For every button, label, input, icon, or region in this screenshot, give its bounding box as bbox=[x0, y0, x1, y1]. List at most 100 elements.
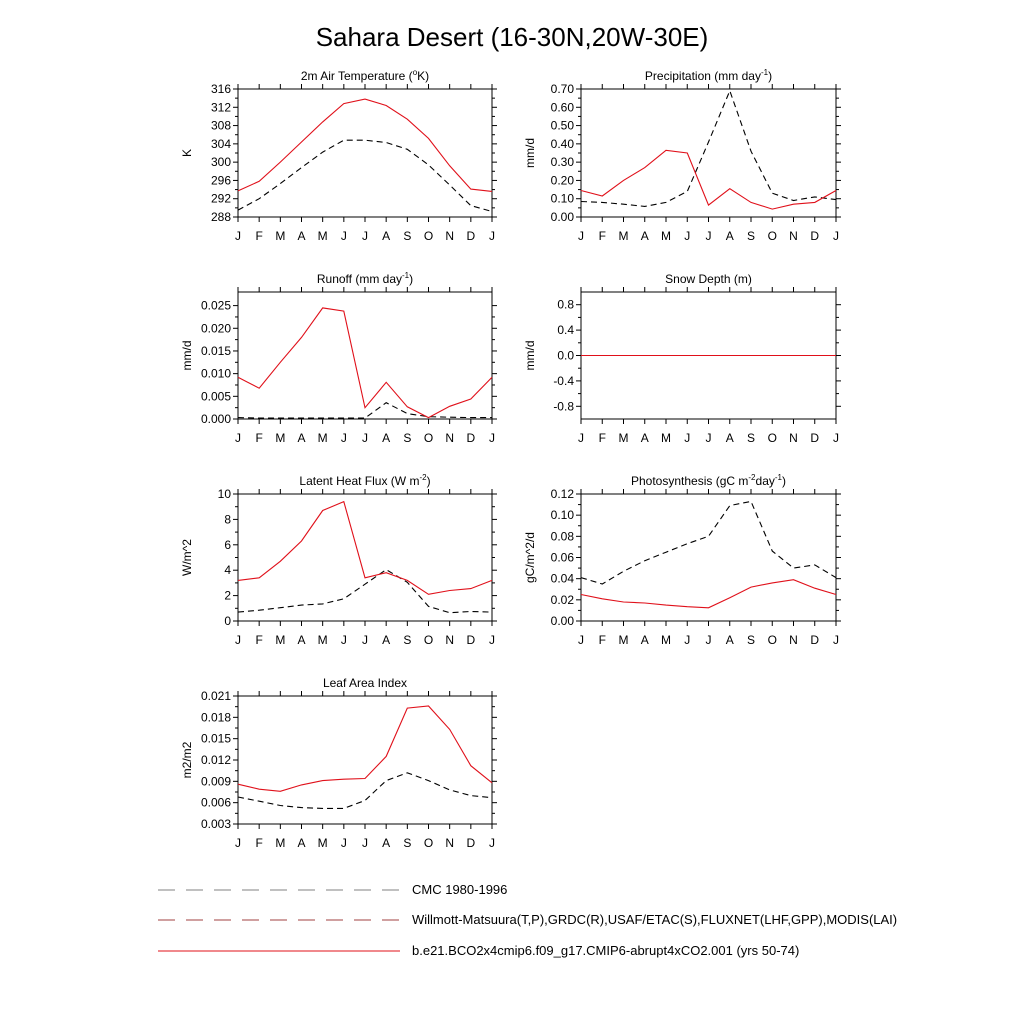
y-tick-label: 0.30 bbox=[551, 155, 575, 169]
x-tick-label: J bbox=[489, 431, 495, 445]
x-tick-label: M bbox=[318, 633, 328, 647]
x-tick-label: M bbox=[619, 431, 629, 445]
panel-title-part: ) bbox=[427, 474, 431, 488]
panel-title-superscript: -1 bbox=[761, 68, 769, 77]
x-tick-label: D bbox=[466, 229, 475, 243]
x-tick-label: F bbox=[599, 431, 606, 445]
y-tick-label: 300 bbox=[211, 155, 231, 169]
y-tick-label: 0.010 bbox=[201, 367, 231, 381]
x-tick-label: A bbox=[297, 633, 305, 647]
x-tick-label: O bbox=[424, 633, 433, 647]
x-tick-label: O bbox=[768, 229, 777, 243]
x-tick-label: J bbox=[235, 633, 241, 647]
y-tick-label: 0.020 bbox=[201, 321, 231, 335]
panel-title-superscript: o bbox=[413, 68, 418, 77]
x-tick-label: A bbox=[297, 229, 305, 243]
observed-series-line bbox=[580, 500, 837, 585]
x-tick-label: N bbox=[445, 836, 454, 850]
y-tick-label: 0.02 bbox=[551, 593, 575, 607]
chart-panel: Photosynthesis (gC m-2day-1) 0.00 0.02 0.04… bbox=[523, 473, 841, 647]
x-tick-label: J bbox=[833, 431, 839, 445]
x-tick-label: N bbox=[789, 633, 798, 647]
panel-title-part: Precipitation (mm day bbox=[645, 69, 761, 83]
legend-entry: CMC 1980-1996 bbox=[158, 882, 507, 897]
chart-panel: Precipitation (mm day-1) 0.00 0.10 0.20 0.30… bbox=[523, 68, 841, 243]
x-tick-label: M bbox=[661, 229, 671, 243]
x-tick-label: D bbox=[810, 633, 819, 647]
x-tick-label: J bbox=[362, 836, 368, 850]
x-tick-label: J bbox=[684, 431, 690, 445]
chart-panel: Leaf Area Index 0.003 0.006 0.009 0.012 0.015… bbox=[180, 676, 497, 850]
x-tick-label: A bbox=[641, 633, 649, 647]
y-tick-label: 2 bbox=[224, 589, 231, 603]
plot-frame bbox=[237, 291, 493, 420]
y-tick-label: 0.009 bbox=[201, 774, 231, 788]
x-tick-label: S bbox=[747, 633, 755, 647]
x-tick-label: O bbox=[768, 431, 777, 445]
x-tick-label: J bbox=[341, 431, 347, 445]
x-tick-label: M bbox=[318, 836, 328, 850]
x-tick-label: J bbox=[341, 836, 347, 850]
x-tick-label: N bbox=[445, 431, 454, 445]
x-tick-label: J bbox=[341, 229, 347, 243]
y-tick-label: 6 bbox=[224, 538, 231, 552]
x-tick-label: J bbox=[489, 836, 495, 850]
y-tick-label: 0.10 bbox=[551, 192, 575, 206]
chart-panel: 2m Air Temperature (oK) 288 292 296 300 304 30… bbox=[180, 68, 497, 243]
x-tick-label: F bbox=[599, 633, 606, 647]
y-tick-label: 0.021 bbox=[201, 689, 231, 703]
panel-title-superscript: -2 bbox=[419, 473, 427, 482]
y-axis-label: K bbox=[180, 149, 194, 157]
y-tick-label: 0 bbox=[224, 614, 231, 628]
x-tick-label: F bbox=[255, 836, 262, 850]
y-tick-label: 10 bbox=[218, 487, 232, 501]
legend-entry: Willmott-Matsuura(T,P),GRDC(R),USAF/ETAC… bbox=[158, 912, 897, 927]
legend: CMC 1980-1996 Willmott-Matsuura(T,P),GRDC… bbox=[158, 882, 897, 958]
y-tick-label: 0.08 bbox=[551, 529, 575, 543]
x-tick-label: O bbox=[424, 836, 433, 850]
x-tick-label: M bbox=[318, 229, 328, 243]
x-tick-label: J bbox=[706, 633, 712, 647]
x-tick-label: F bbox=[599, 229, 606, 243]
x-tick-label: J bbox=[684, 633, 690, 647]
y-tick-label: 4 bbox=[224, 563, 231, 577]
y-tick-label: 288 bbox=[211, 210, 231, 224]
x-tick-label: M bbox=[619, 633, 629, 647]
model-series-line bbox=[237, 98, 493, 192]
panel-title: Leaf Area Index bbox=[323, 676, 407, 690]
x-tick-label: J bbox=[578, 229, 584, 243]
y-tick-label: 304 bbox=[211, 137, 231, 151]
x-tick-label: J bbox=[578, 633, 584, 647]
panel-title-superscript: -2 bbox=[748, 473, 756, 482]
y-axis-label: m2/m2 bbox=[180, 741, 194, 778]
y-tick-label: 0.04 bbox=[551, 572, 575, 586]
plot-frame bbox=[580, 88, 837, 218]
model-series-line bbox=[237, 307, 493, 419]
x-tick-label: A bbox=[726, 229, 734, 243]
x-tick-label: O bbox=[768, 633, 777, 647]
y-tick-label: 0.00 bbox=[551, 614, 575, 628]
y-tick-label: 0.003 bbox=[201, 817, 231, 831]
x-tick-label: J bbox=[684, 229, 690, 243]
y-tick-label: 0.40 bbox=[551, 137, 575, 151]
figure-title: Sahara Desert (16-30N,20W-30E) bbox=[316, 22, 709, 52]
y-tick-label: 0.50 bbox=[551, 119, 575, 133]
x-tick-label: J bbox=[362, 633, 368, 647]
x-tick-label: A bbox=[297, 431, 305, 445]
legend-entry: b.e21.BCO2x4cmip6.f09_g17.CMIP6-abrupt4x… bbox=[158, 943, 799, 958]
panel-title: Photosynthesis (gC m-2day-1) bbox=[631, 473, 786, 488]
y-axis-label: W/m^2 bbox=[180, 539, 194, 576]
observed-series-line bbox=[237, 772, 493, 809]
y-tick-label: 0.025 bbox=[201, 299, 231, 313]
y-tick-label: 316 bbox=[211, 82, 231, 96]
x-tick-label: M bbox=[275, 229, 285, 243]
model-series-line bbox=[580, 149, 837, 210]
x-tick-label: A bbox=[726, 431, 734, 445]
y-tick-label: 0.12 bbox=[551, 487, 575, 501]
panel-title-part: K) bbox=[417, 69, 429, 83]
y-tick-label: 8 bbox=[224, 512, 231, 526]
x-tick-label: O bbox=[424, 229, 433, 243]
plot-frame bbox=[237, 695, 493, 825]
y-tick-label: -0.8 bbox=[553, 399, 574, 413]
panel-title-part: Photosynthesis (gC m bbox=[631, 474, 748, 488]
